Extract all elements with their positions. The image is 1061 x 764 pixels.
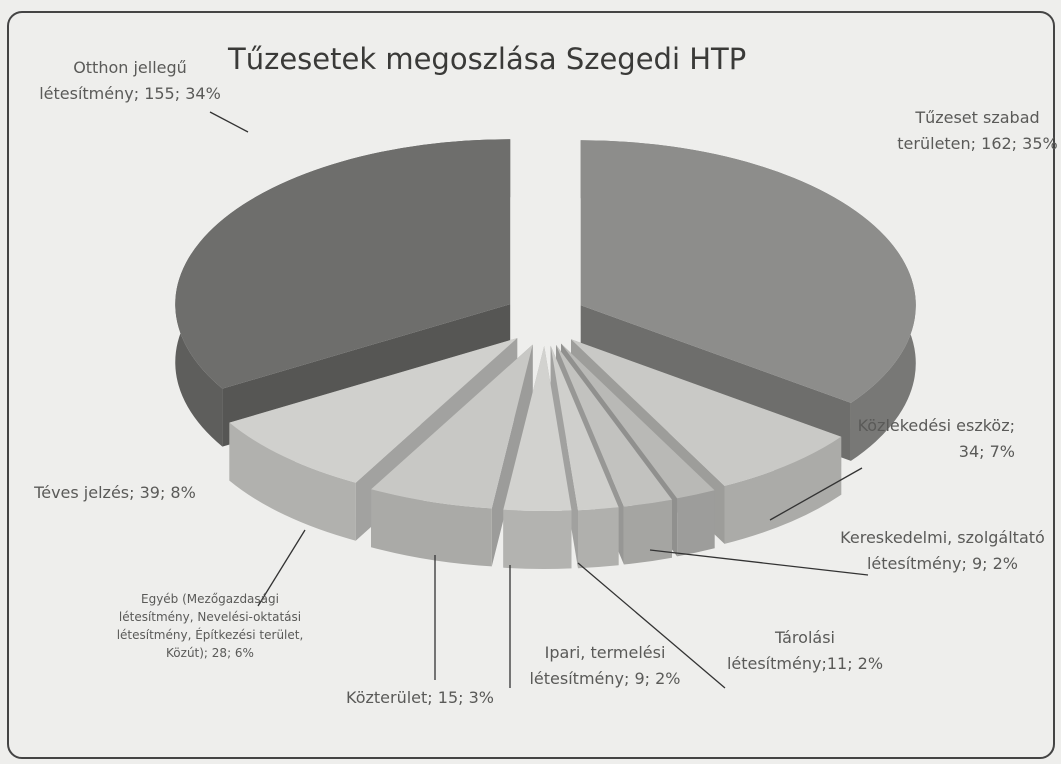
slice-wall — [677, 490, 715, 557]
slice-wall — [623, 499, 672, 565]
slice — [503, 346, 572, 569]
slice — [503, 346, 572, 511]
slice — [580, 140, 916, 403]
leader-line — [649, 549, 869, 576]
leader-line — [209, 111, 249, 133]
data-label: Közterület; 15; 3% — [346, 688, 494, 707]
slice — [371, 344, 533, 567]
slice — [175, 139, 511, 389]
slice-wall — [578, 507, 619, 569]
data-label: Tűzeset szabad területen; 162; 35% — [897, 108, 1058, 153]
data-label: Kereskedelmi, szolgáltató létesítmény; 9… — [840, 528, 1045, 573]
leader-line — [577, 562, 726, 689]
slice — [550, 345, 619, 511]
chart-title: Tűzesetek megoszlása Szegedi HTP — [228, 42, 747, 76]
leader-line — [257, 529, 306, 607]
slice-wall — [229, 422, 356, 541]
slice — [561, 343, 715, 499]
slice-wall — [724, 436, 842, 544]
data-label: Közlekedési eszköz; 34; 7% — [857, 416, 1015, 461]
slice — [371, 344, 533, 509]
slice — [229, 338, 518, 483]
data-label: Ipari, termelési létesítmény; 9; 2% — [529, 643, 681, 688]
frame — [7, 11, 1055, 759]
slice-wall — [503, 509, 572, 569]
data-label: Otthon jellegű létesítmény; 155; 34% — [39, 58, 221, 103]
slice — [556, 344, 672, 507]
slice — [550, 345, 619, 569]
leader-line — [769, 467, 863, 521]
data-label: Téves jelzés; 39; 8% — [34, 483, 196, 502]
slice — [571, 339, 842, 486]
data-label: Egyéb (Mezőgazdasági létesítmény, Nevelé… — [116, 592, 304, 660]
slice-wall — [371, 489, 492, 567]
data-label: Tárolási létesítmény;11; 2% — [726, 628, 884, 673]
